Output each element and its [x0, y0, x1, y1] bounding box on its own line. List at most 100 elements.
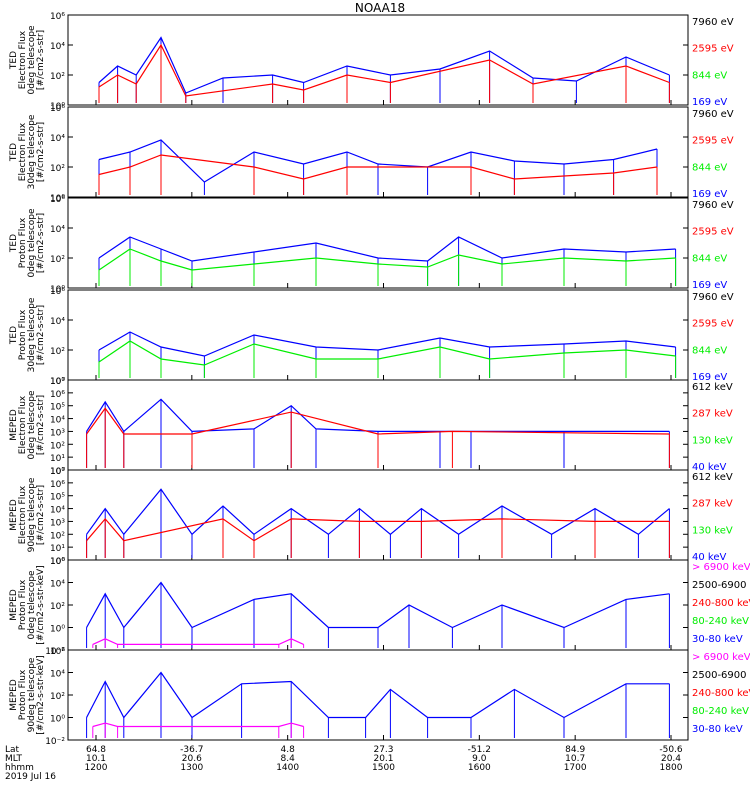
panel-8: 10⁻² 10⁰ 10² 10⁴ 10⁶ MEPED Proton Flux 90deg te… — [9, 647, 750, 747]
series--6900-kev — [92, 638, 304, 645]
legend-entry: 2595 eV — [692, 319, 734, 330]
legend-entry: 7960 eV — [692, 292, 734, 303]
y-label-line: MEPED — [9, 589, 19, 621]
y-label-line: TED — [9, 326, 19, 345]
y-label-line: Proton Flux — [18, 579, 28, 630]
y-tick-label: 10⁰ — [50, 194, 65, 204]
x-row-value: 4.8 — [281, 745, 296, 755]
legend-entry: 844 eV — [692, 253, 727, 264]
y-tick-label: 10⁰ — [50, 377, 65, 387]
panel-1: 10⁰ 10² 10⁴ 10⁶ TED Electron Flux 0deg telesco… — [9, 12, 734, 112]
y-tick-label: 10⁴ — [50, 506, 65, 516]
x-row-value: 27.3 — [373, 745, 393, 755]
y-tick-label: 10⁰ — [50, 625, 65, 635]
legend-entry: 2595 eV — [692, 136, 734, 147]
y-tick-label: 10² — [50, 164, 65, 174]
y-tick-label: 10⁴ — [50, 42, 65, 52]
y-tick-label: 10² — [50, 72, 65, 82]
legend-entry: > 6900 keV — [692, 562, 750, 573]
y-axis-label: MEPED Proton Flux 90deg telescope [#/cm2-s-… — [9, 655, 46, 734]
y-label-line: MEPED — [9, 409, 19, 441]
x-row-value: 1200 — [85, 763, 108, 773]
y-label-line: TED — [9, 234, 19, 253]
legend-entry: 130 keV — [692, 435, 733, 446]
y-axis-label: TED Proton Flux 0deg telescope [#/cm2-s-str… — [9, 208, 46, 278]
y-label-line: 90deg telescope — [27, 657, 37, 732]
y-tick-label: 10¹ — [50, 544, 65, 554]
date-label: 2019 Jul 16 — [5, 772, 56, 782]
y-label-line: 30deg telescope — [27, 114, 37, 189]
y-label-line: MEPED — [9, 679, 19, 711]
y-axis-label: TED Electron Flux 0deg telescope [#/cm2-s-s… — [9, 25, 46, 95]
legend-entry: 130 keV — [692, 525, 733, 536]
y-label-line: Proton Flux — [18, 669, 28, 720]
legend-entry: 30-80 keV — [692, 724, 743, 735]
x-row-value: 1600 — [468, 763, 491, 773]
y-label-line: 90deg telescope — [27, 477, 37, 552]
y-label-line: Proton Flux — [18, 217, 28, 268]
y-label-line: 0deg telescope — [27, 390, 37, 460]
y-label-line: [#/cm2-s-str] — [36, 485, 46, 545]
legend-entry: 7960 eV — [692, 200, 734, 211]
y-label-line: Electron Flux — [18, 30, 28, 89]
x-row-value: -50.6 — [659, 745, 683, 755]
y-tick-label: 10² — [50, 347, 65, 357]
y-tick-label: 10³ — [50, 428, 65, 438]
x-axis-labels: Lat 64.8 -36.7 4.8 27.3 -51.2 84.9 -50.6 MLT 10.1… — [5, 745, 683, 782]
x-row-value: -51.2 — [468, 745, 491, 755]
x-row-label: Lat — [5, 745, 20, 755]
legend-entry: 40 keV — [692, 462, 726, 473]
y-tick-label: 10⁰ — [50, 467, 65, 477]
y-axis-label: MEPED Electron Flux 90deg telescope [#/cm2-… — [9, 477, 46, 552]
y-label-line: Electron Flux — [18, 122, 28, 181]
legend-entry: 169 eV — [692, 97, 727, 108]
series-30-80-kev — [86, 581, 670, 629]
y-label-line: [#/cm2-s-str] — [36, 122, 46, 182]
x-row-label: MLT — [5, 754, 23, 764]
x-row-value: 1500 — [372, 763, 395, 773]
legend-entry: 2595 eV — [692, 227, 734, 238]
panel-2: 10⁰ 10² 10⁴ 10⁶ TED Electron Flux 30deg telesc… — [9, 104, 734, 204]
y-tick-label: 10⁶ — [50, 12, 65, 22]
panel-frame — [67, 197, 689, 289]
legend-entry: 240-800 keV — [692, 688, 750, 699]
legend-entry: 844 eV — [692, 70, 727, 81]
series-287-kev — [86, 517, 670, 542]
series-169-ev — [98, 331, 676, 357]
y-tick-label: 10² — [50, 531, 65, 541]
y-label-line: TED — [9, 143, 19, 162]
y-axis-label: TED Proton Flux 30deg telescope [#/cm2-s-st… — [9, 297, 46, 372]
y-label-line: 30deg telescope — [27, 297, 37, 372]
y-tick-label: 10⁴ — [50, 134, 65, 144]
y-axis-label: TED Electron Flux 30deg telescope [#/cm2-s-… — [9, 114, 46, 189]
series-2595-ev — [98, 43, 670, 97]
series-169-ev — [98, 36, 670, 94]
y-label-line: [#/cm2-s-str] — [36, 305, 46, 365]
y-tick-label: 10⁶ — [50, 390, 65, 400]
legend-entry: 40 keV — [692, 552, 726, 563]
y-tick-label: 10⁵ — [50, 403, 65, 413]
panel-frame — [67, 106, 689, 198]
y-tick-label: 10⁴ — [50, 670, 65, 680]
y-tick-label: 10⁷ — [50, 467, 65, 477]
x-row-value: 8.4 — [281, 754, 296, 764]
y-tick-label: 10⁰ — [50, 102, 65, 112]
chart-title: NOAA18 — [355, 1, 405, 15]
x-row-value: 1300 — [180, 763, 203, 773]
legend-entry: 7960 eV — [692, 109, 734, 120]
legend-entry: 80-240 keV — [692, 706, 749, 717]
legend-entry: 169 eV — [692, 372, 727, 383]
y-tick-label: 10⁶ — [50, 104, 65, 114]
y-axis-label: MEPED Electron Flux 0deg telescope [#/cm2-s… — [9, 390, 46, 460]
legend-entry: 240-800 keV — [692, 598, 750, 609]
x-row-value: 1800 — [660, 763, 683, 773]
x-row-value: -36.7 — [180, 745, 203, 755]
x-row-value: 20.1 — [373, 754, 393, 764]
y-label-line: [#/cm2-s-str] — [36, 395, 46, 455]
y-tick-label: 10⁰ — [50, 285, 65, 295]
legend-entry: > 6900 keV — [692, 652, 750, 663]
y-tick-label: 10¹ — [50, 454, 65, 464]
y-tick-label: 10⁰ — [50, 715, 65, 725]
